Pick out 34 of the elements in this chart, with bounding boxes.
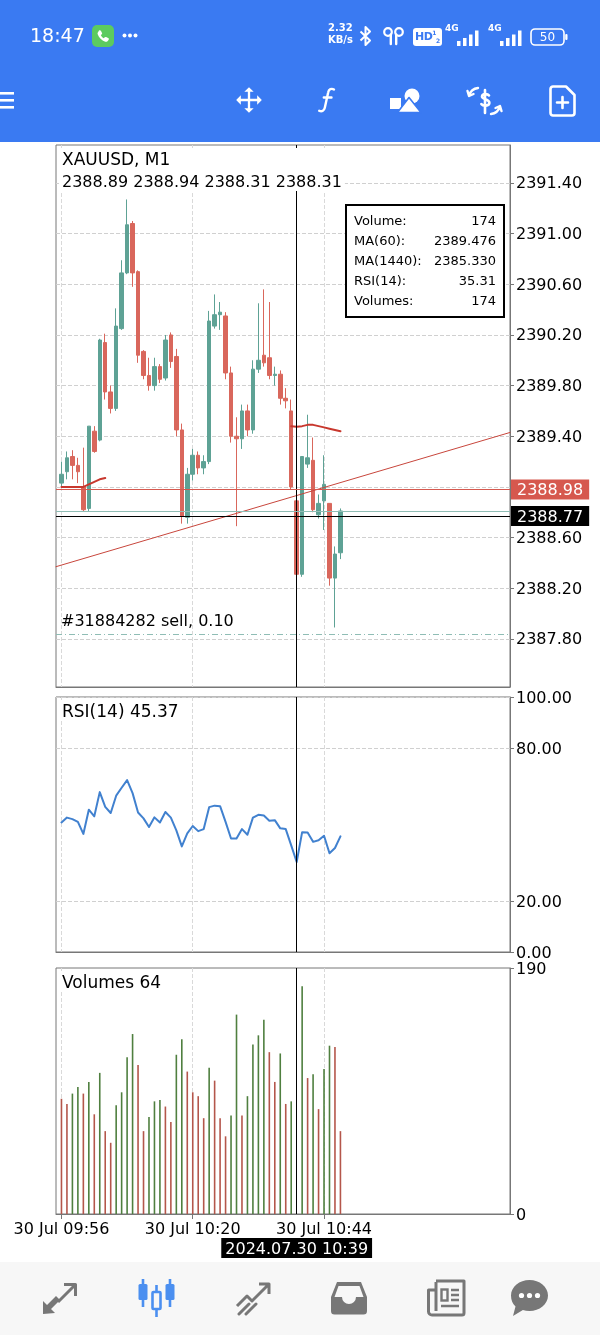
annotation: MA(1440): 2385.330 xyxy=(354,252,496,270)
x-tick-label: 30 Jul 10:20 xyxy=(144,1218,241,1238)
chart-title: Volumes 64 xyxy=(62,971,162,992)
text: Volume: 174 xyxy=(354,213,496,228)
x-tick-label: 30 Jul 10:44 xyxy=(276,1218,372,1238)
text: MA(60): 2389.476 xyxy=(354,233,496,248)
y-tick-label: 100.00 xyxy=(516,687,572,707)
text: RSI(14): 35.31 xyxy=(354,273,496,288)
text: 4G xyxy=(488,23,502,33)
y-tick-label: 2388.20 xyxy=(516,578,583,598)
text: 2388.89 2388.94 2388.31 2388.31 xyxy=(62,171,342,191)
y-tick-label: 80.00 xyxy=(516,738,562,758)
y-tick-label: 0 xyxy=(516,1204,527,1224)
y-tick-label: 2391.40 xyxy=(516,173,583,193)
ref-line-label: 2388.98 xyxy=(517,479,584,499)
y-tick-label: 2390.60 xyxy=(516,274,583,294)
text: 18:47 xyxy=(30,24,85,46)
y-tick-label: 2390.20 xyxy=(516,325,583,345)
chart-title: RSI(14) 45.37 xyxy=(62,700,179,721)
text: 2.32 xyxy=(328,22,353,33)
ref-line-label: 2024.07.30 10:39 xyxy=(225,1238,369,1258)
y-tick-label: 2389.40 xyxy=(516,426,583,446)
y-tick-label: 2388.60 xyxy=(516,528,583,548)
x-tick-label: 30 Jul 09:56 xyxy=(13,1218,110,1238)
y-tick-label: 2389.80 xyxy=(516,376,583,396)
ref-line-label: #31884282 sell, 0.10 xyxy=(61,611,234,631)
chart-title: XAUUSD, M1 xyxy=(62,148,171,169)
y-tick-label: 20.00 xyxy=(516,891,562,911)
y-tick-label: 2391.00 xyxy=(516,224,583,244)
text: KB/s xyxy=(328,34,353,45)
y-tick-label: 2387.80 xyxy=(516,629,583,649)
text: Volumes: 174 xyxy=(354,293,496,308)
ref-line-label: 2388.77 xyxy=(517,506,584,526)
text: 4G xyxy=(445,23,459,33)
